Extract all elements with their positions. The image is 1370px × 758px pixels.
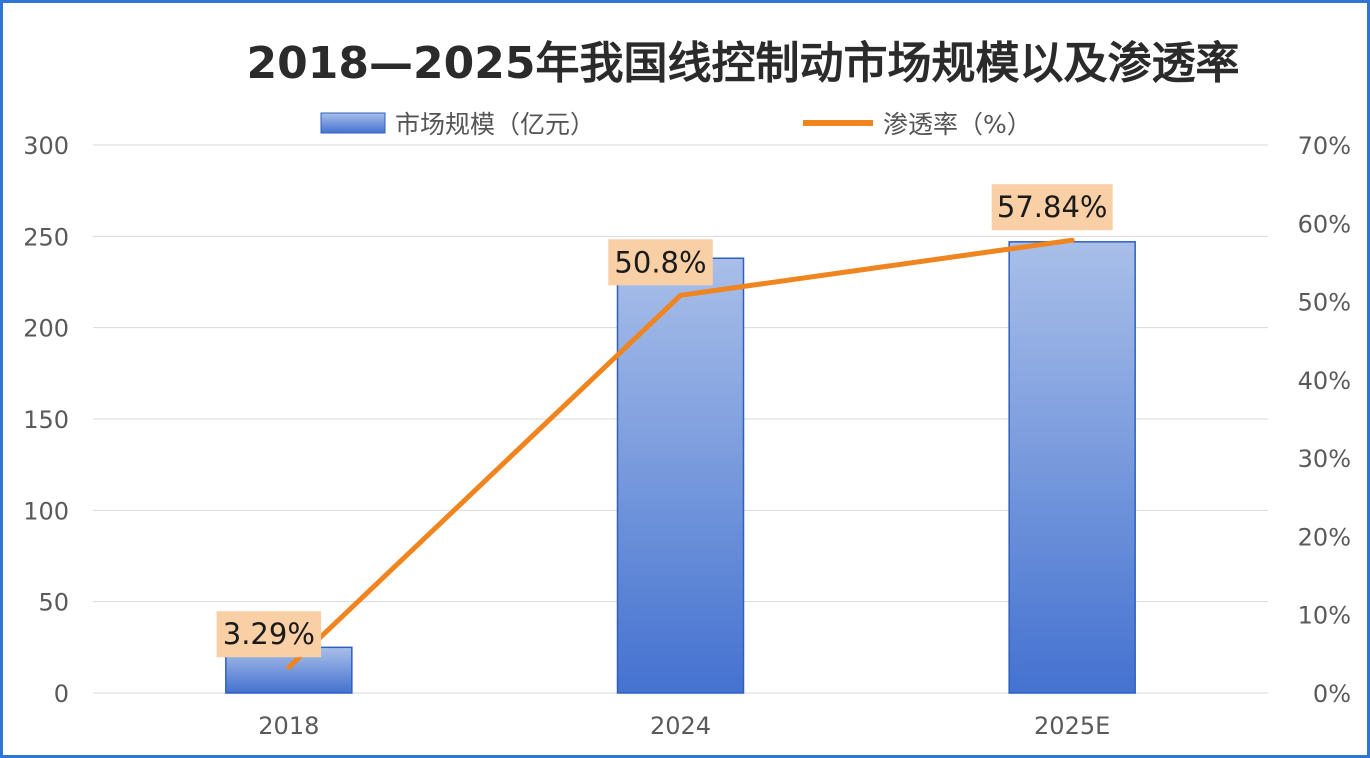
left-tick-label: 100 xyxy=(23,497,69,525)
right-tick-label: 10% xyxy=(1298,602,1351,630)
data-label-bg xyxy=(608,239,713,286)
data-label-2018: 3.29% xyxy=(216,611,322,658)
x-tick-label: 2024 xyxy=(650,712,711,740)
right-tick-label: 50% xyxy=(1298,289,1351,317)
chart-svg: 2018—2025年我国线控制动市场规模以及渗透率 0 50 100 150 200 25… xyxy=(23,38,1351,740)
right-axis-ticks: 0% 10% 20% 30% 40% 50% 60% 70% xyxy=(1298,132,1351,708)
line-series xyxy=(286,237,1075,670)
left-tick-label: 300 xyxy=(23,132,69,160)
bar-2025E xyxy=(1008,241,1136,694)
right-tick-label: 60% xyxy=(1298,210,1351,238)
right-tick-label: 30% xyxy=(1298,445,1351,473)
x-tick-label: 2025E xyxy=(1034,712,1110,740)
legend-line-label: 渗透率（%） xyxy=(883,110,1032,139)
left-tick-label: 50 xyxy=(38,589,69,617)
bar-2024 xyxy=(616,257,745,694)
legend: 市场规模（亿元） 渗透率（%） xyxy=(320,110,1032,139)
data-label-text: 57.84% xyxy=(997,190,1108,224)
data-label-2025E: 57.84% xyxy=(991,184,1113,231)
penetration-line xyxy=(286,237,1075,670)
left-tick-label: 250 xyxy=(23,223,69,251)
right-tick-label: 40% xyxy=(1298,367,1351,395)
legend-bar-label: 市场规模（亿元） xyxy=(395,110,595,139)
data-label-bg xyxy=(991,184,1113,231)
x-axis-ticks: 2018 2024 2025E xyxy=(258,712,1110,740)
left-axis-ticks: 0 50 100 150 200 250 300 xyxy=(23,132,69,708)
chart-title: 2018—2025年我国线控制动市场规模以及渗透率 xyxy=(247,38,1240,89)
right-tick-label: 0% xyxy=(1313,680,1351,708)
data-label-text: 3.29% xyxy=(223,617,315,651)
right-tick-label: 20% xyxy=(1298,523,1351,551)
left-tick-label: 150 xyxy=(23,406,69,434)
left-tick-label: 0 xyxy=(54,680,69,708)
right-tick-label: 70% xyxy=(1298,132,1351,160)
bar-series xyxy=(225,241,1136,694)
data-labels: 3.29% 50.8% 57.84% xyxy=(216,184,1113,658)
data-label-bg xyxy=(216,611,322,658)
left-tick-label: 200 xyxy=(23,315,69,343)
data-label-text: 50.8% xyxy=(614,245,706,279)
x-tick-label: 2018 xyxy=(258,712,319,740)
legend-bar-swatch xyxy=(320,112,386,134)
data-label-2024: 50.8% xyxy=(608,239,713,286)
